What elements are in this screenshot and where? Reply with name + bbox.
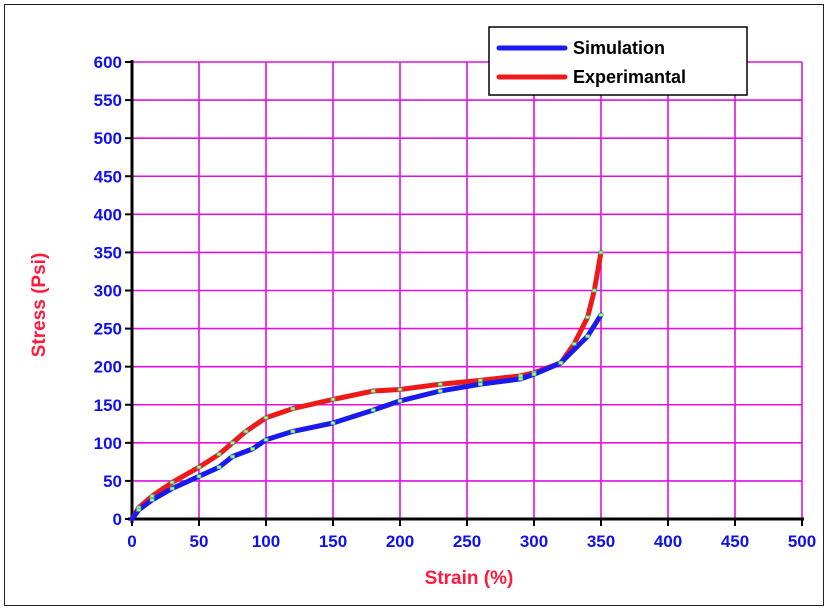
y-tick-label: 350 (94, 243, 122, 262)
y-tick-label: 400 (94, 205, 122, 224)
x-axis-title: Strain (%) (425, 568, 514, 589)
data-point-simulation (136, 507, 142, 512)
data-point-simulation (330, 421, 336, 425)
y-tick-label: 500 (94, 129, 122, 148)
data-point-simulation (598, 312, 604, 317)
chart-frame: 0 50 100 150 200 250 300 350 400 450 500 0 50 100 150 2… (4, 4, 824, 606)
data-point-simulation (558, 360, 564, 365)
data-point-simulation (370, 408, 376, 412)
data-point-experimantal (437, 382, 443, 387)
data-point-experimantal (598, 250, 604, 255)
grid (132, 61, 803, 519)
series (129, 249, 604, 522)
series-line-simulation (129, 312, 604, 522)
data-point-simulation (216, 465, 222, 470)
legend: Simulation Experimantal (488, 26, 748, 96)
x-tick-label: 250 (453, 532, 481, 551)
data-point-experimantal (477, 378, 483, 383)
data-point-experimantal (263, 415, 269, 420)
y-tick-label: 150 (94, 396, 122, 415)
legend-label-simulation: Simulation (573, 38, 665, 58)
data-point-experimantal (518, 373, 523, 378)
data-point-simulation (518, 376, 523, 381)
data-point-experimantal (290, 406, 296, 411)
x-tick-label: 200 (386, 532, 414, 551)
series-line-experimantal (129, 249, 604, 522)
data-point-experimantal (591, 288, 597, 293)
data-point-simulation (169, 486, 175, 491)
data-point-simulation (531, 372, 537, 377)
x-tick-label: 50 (190, 532, 209, 551)
data-point-experimantal (243, 429, 249, 434)
x-tick-label: 150 (319, 532, 347, 551)
x-tick-label: 100 (252, 532, 280, 551)
data-point-simulation (397, 399, 403, 403)
x-tick-label: 500 (788, 532, 816, 551)
legend-box (488, 26, 748, 96)
tick-labels: 0 50 100 150 200 250 300 350 400 450 500 0 50 100 150 2… (94, 53, 817, 551)
data-point-simulation (290, 429, 296, 434)
data-point-experimantal (585, 315, 590, 320)
y-tick-label: 450 (94, 167, 122, 186)
y-tick-label: 250 (94, 320, 122, 339)
axes (125, 60, 804, 526)
x-tick-label: 450 (721, 532, 749, 551)
data-point-simulation (250, 447, 256, 451)
data-point-simulation (477, 382, 483, 387)
y-tick-label: 300 (94, 282, 122, 301)
y-tick-label: 600 (94, 53, 122, 72)
data-point-experimantal (196, 465, 202, 470)
data-point-experimantal (370, 389, 376, 393)
stress-strain-chart: 0 50 100 150 200 250 300 350 400 450 500 0 50 100 150 2… (29, 26, 817, 589)
data-point-simulation (263, 437, 269, 442)
y-tick-label: 0 (113, 510, 122, 529)
data-point-simulation (196, 474, 202, 479)
y-tick-label: 200 (94, 358, 122, 377)
x-tick-label: 400 (654, 532, 682, 551)
data-point-simulation (230, 454, 235, 459)
y-axis-title: Stress (Psi) (29, 253, 50, 358)
data-point-simulation (149, 498, 155, 502)
y-tick-label: 50 (103, 472, 122, 491)
legend-label-experimental: Experimantal (573, 67, 686, 87)
x-tick-label: 0 (127, 532, 136, 551)
data-point-experimantal (571, 341, 577, 346)
data-point-experimantal (330, 397, 336, 402)
y-tick-label: 550 (94, 91, 122, 110)
data-point-experimantal (230, 440, 235, 445)
x-tick-label: 350 (587, 532, 615, 551)
data-point-simulation (585, 334, 590, 339)
data-point-experimantal (169, 480, 175, 485)
y-tick-label: 100 (94, 434, 122, 453)
data-point-simulation (437, 389, 443, 393)
data-point-experimantal (216, 452, 222, 457)
data-point-experimantal (397, 387, 403, 392)
x-tick-label: 300 (520, 532, 548, 551)
data-point-experimantal (149, 494, 155, 499)
